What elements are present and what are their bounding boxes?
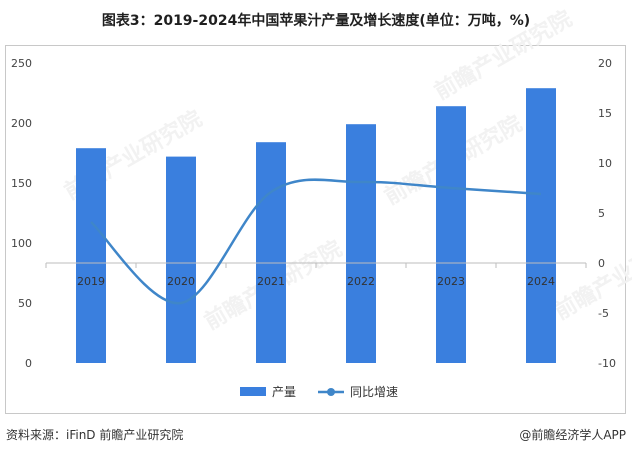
growth-rate-line bbox=[90, 178, 542, 305]
y-right-tick-label: 10 bbox=[598, 157, 612, 170]
legend-bar-swatch bbox=[240, 387, 266, 396]
x-tick-label: 2022 bbox=[347, 275, 375, 288]
watermark-text: 前瞻产业研究院 bbox=[550, 226, 632, 326]
bar-2022 bbox=[346, 124, 376, 363]
bar-2023 bbox=[436, 106, 466, 363]
x-tick-label: 2024 bbox=[527, 275, 555, 288]
brand-note: @前瞻经济学人APP bbox=[519, 428, 626, 442]
y-left-tick-label: 50 bbox=[18, 297, 32, 310]
x-tick-label: 2019 bbox=[77, 275, 105, 288]
legend-line-label: 同比增速 bbox=[350, 385, 398, 399]
x-tick-label: 2021 bbox=[257, 275, 285, 288]
y-right-tick-label: 5 bbox=[598, 207, 605, 220]
bar-2021 bbox=[256, 142, 286, 363]
y-right-tick-label: 20 bbox=[598, 57, 612, 70]
legend-line-marker bbox=[327, 388, 335, 396]
y-left-tick-label: 100 bbox=[11, 237, 32, 250]
y-left-tick-label: 250 bbox=[11, 57, 32, 70]
chart-frame bbox=[5, 45, 626, 414]
y-left-tick-label: 200 bbox=[11, 117, 32, 130]
bar-2024 bbox=[526, 88, 556, 363]
y-right-tick-label: 0 bbox=[598, 257, 605, 270]
y-right-tick-label: -5 bbox=[598, 307, 609, 320]
y-left-tick-label: 150 bbox=[11, 177, 32, 190]
x-tick-label: 2020 bbox=[167, 275, 195, 288]
bar-2020 bbox=[166, 156, 196, 363]
y-right-tick-label: -10 bbox=[598, 357, 616, 370]
y-right-tick-label: 15 bbox=[598, 107, 612, 120]
source-note: 资料来源：iFinD 前瞻产业研究院 bbox=[6, 428, 184, 442]
bar-2019 bbox=[76, 148, 106, 363]
chart-title: 图表3：2019-2024年中国苹果汁产量及增长速度(单位：万吨，%) bbox=[101, 13, 531, 29]
legend-bar-label: 产量 bbox=[272, 385, 296, 399]
x-tick-label: 2023 bbox=[437, 275, 465, 288]
y-left-tick-label: 0 bbox=[25, 357, 32, 370]
